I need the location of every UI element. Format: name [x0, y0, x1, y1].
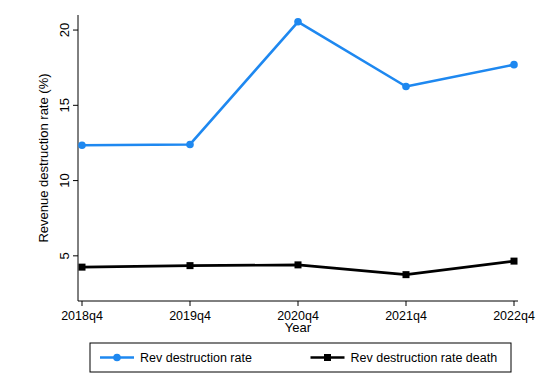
- series-marker: [403, 271, 410, 278]
- x-tick: [82, 301, 83, 306]
- series-marker: [79, 264, 86, 271]
- series-line: [82, 22, 514, 145]
- legend-marker: [113, 354, 121, 362]
- legend-box: [90, 343, 511, 372]
- y-axis-line: [78, 15, 79, 301]
- legend-marker: [324, 354, 331, 361]
- x-axis-title: Year: [285, 320, 312, 335]
- x-tick: [190, 301, 191, 306]
- background: [0, 0, 536, 391]
- series-marker: [294, 18, 302, 26]
- legend-label: Rev destruction rate: [140, 351, 252, 365]
- series-marker: [187, 262, 194, 269]
- x-tick-label: 2021q4: [385, 309, 427, 323]
- series-line: [82, 261, 514, 275]
- x-tick: [298, 301, 299, 306]
- x-tick-label: 2022q4: [493, 309, 535, 323]
- y-axis-title: Revenue destruction rate (%): [36, 73, 51, 242]
- y-tick-label: 10: [57, 173, 72, 187]
- x-tick-label: 2018q4: [61, 309, 103, 323]
- y-tick-label: 15: [57, 98, 72, 112]
- series-marker: [186, 141, 194, 149]
- series-marker: [78, 141, 86, 149]
- chart-svg: 51015202018q42019q42020q42021q42022q4Yea…: [0, 0, 536, 391]
- legend: Rev destruction rate Rev destruction rate…: [90, 343, 511, 372]
- y-tick: [73, 30, 78, 31]
- series-marker: [511, 258, 518, 265]
- x-tick: [406, 301, 407, 306]
- series-marker: [402, 83, 410, 91]
- series-marker: [510, 61, 518, 69]
- y-tick-label: 5: [57, 252, 72, 259]
- chart-container: 51015202018q42019q42020q42021q42022q4Yea…: [0, 0, 536, 391]
- x-tick-label: 2019q4: [169, 309, 211, 323]
- y-tick: [73, 180, 78, 181]
- series-marker: [295, 261, 302, 268]
- plot-area: [78, 18, 518, 278]
- y-tick: [73, 105, 78, 106]
- legend-label: Rev destruction rate death: [351, 351, 498, 365]
- y-tick: [73, 255, 78, 256]
- y-tick-label: 20: [57, 23, 72, 37]
- x-tick: [514, 301, 515, 306]
